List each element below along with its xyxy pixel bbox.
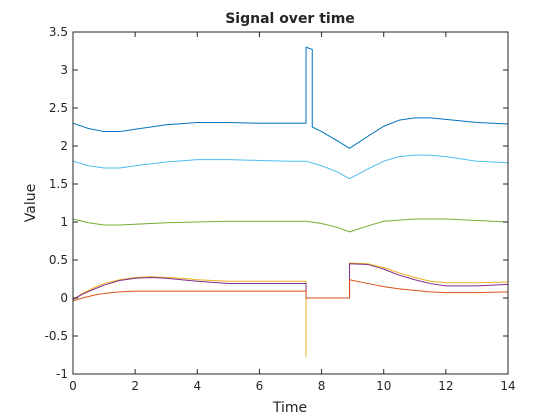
x-tick-label: 6 [256,379,264,393]
series-line-4 [72,262,509,358]
y-tick-label: 2.5 [49,101,68,115]
y-tick-label: 2 [60,139,68,153]
plot-background [73,32,508,374]
y-tick-label: -0.5 [45,329,68,343]
y-tick-label: 0 [60,291,68,305]
x-axis-label: Time [272,400,307,416]
series-group [72,46,509,358]
series-line-3 [72,218,509,233]
x-tick-label: 12 [438,379,453,393]
chart-title: Signal over time [225,11,355,27]
x-tick-label: 8 [318,379,326,393]
series-line-2 [72,154,509,180]
x-tick-label: 10 [376,379,391,393]
y-tick-label: 3.5 [49,25,68,39]
series-line-5 [72,263,509,300]
y-axis-label: Value [23,184,39,222]
y-tick-label: 1.5 [49,177,68,191]
axes-group: 0 2 4 6 8 10 12 14 -1 -0.5 0 0.5 1 1.5 2 2.5 3 3.5 [45,25,516,393]
axes-box [72,31,509,375]
x-tick-label: 0 [69,379,77,393]
series-line-6 [72,279,509,302]
series-line-1 [72,46,509,149]
x-tick-label: 14 [500,379,515,393]
y-tick-label: 3 [60,63,68,77]
plot-area [73,32,508,374]
x-tick-label: 2 [131,379,139,393]
x-tick-label: 4 [193,379,201,393]
y-tick-label: 1 [60,215,68,229]
y-tick-label: 0.5 [49,253,68,267]
y-tick-label: -1 [56,367,68,381]
